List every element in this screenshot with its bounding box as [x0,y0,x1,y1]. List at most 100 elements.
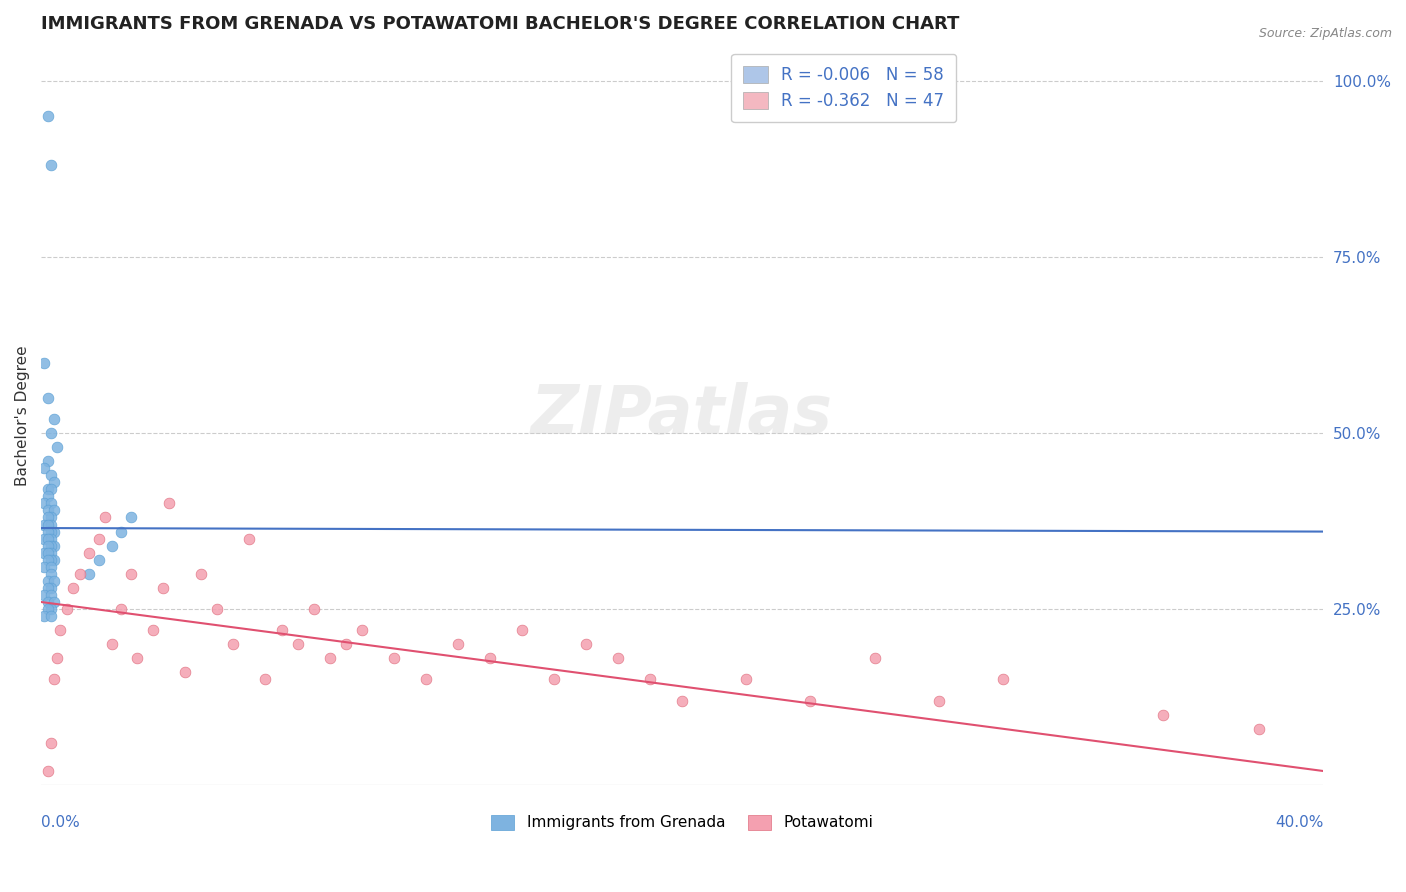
Point [34,517,56,532]
Point [39,609,62,624]
Point [42,673,65,687]
Point [87,532,110,546]
Point [39,496,62,510]
Point [543,673,565,687]
Point [34,546,56,560]
Point [37,532,59,546]
Point [87,553,110,567]
Point [39,566,62,581]
Legend: Immigrants from Grenada, Potawatomi: Immigrants from Grenada, Potawatomi [485,808,879,837]
Point [39,483,62,497]
Point [39,553,62,567]
Point [991,673,1014,687]
Point [69,566,91,581]
Text: Source: ZipAtlas.com: Source: ZipAtlas.com [1258,27,1392,40]
Point [100,539,122,553]
Point [42,412,65,426]
Point [34,532,56,546]
Point [37,553,59,567]
Point [1152,707,1174,722]
Point [37,483,59,497]
Point [37,524,59,539]
Point [37,489,59,503]
Point [735,673,758,687]
Y-axis label: Bachelor's Degree: Bachelor's Degree [15,345,30,485]
Point [152,581,174,595]
Point [37,546,59,560]
Point [37,764,59,778]
Point [575,637,598,651]
Point [37,539,59,553]
Point [42,475,65,490]
Point [335,637,357,651]
Point [222,637,245,651]
Point [37,503,59,517]
Point [37,109,59,123]
Point [39,425,62,440]
Point [110,602,132,616]
Point [37,510,59,524]
Point [39,539,62,553]
Point [46,440,69,454]
Point [39,559,62,574]
Point [37,574,59,588]
Point [110,524,132,539]
Point [350,623,373,637]
Point [447,637,470,651]
Point [46,651,69,665]
Point [478,651,501,665]
Point [39,736,62,750]
Point [37,581,59,595]
Point [39,546,62,560]
Point [34,609,56,624]
Point [39,158,62,172]
Point [39,602,62,616]
Point [863,651,886,665]
Point [77,546,100,560]
Point [510,623,533,637]
Point [607,651,630,665]
Point [928,693,950,707]
Point [42,595,65,609]
Point [254,673,277,687]
Point [39,581,62,595]
Point [42,553,65,567]
Point [77,566,100,581]
Point [42,503,65,517]
Point [94,510,117,524]
Point [127,651,149,665]
Point [270,623,292,637]
Point [318,651,340,665]
Point [34,588,56,602]
Point [799,693,821,707]
Point [638,673,661,687]
Point [34,559,56,574]
Point [34,461,56,475]
Point [37,391,59,405]
Point [302,602,325,616]
Point [671,693,693,707]
Point [34,355,56,369]
Point [100,637,122,651]
Point [39,510,62,524]
Point [207,602,229,616]
Point [1249,722,1271,736]
Point [39,517,62,532]
Text: ZIPatlas: ZIPatlas [531,383,834,449]
Point [39,532,62,546]
Text: IMMIGRANTS FROM GRENADA VS POTAWATOMI BACHELOR'S DEGREE CORRELATION CHART: IMMIGRANTS FROM GRENADA VS POTAWATOMI BA… [41,15,959,33]
Text: 40.0%: 40.0% [1275,814,1323,830]
Point [42,524,65,539]
Point [190,566,212,581]
Point [37,602,59,616]
Point [49,623,72,637]
Point [120,566,142,581]
Point [37,595,59,609]
Point [39,524,62,539]
Point [120,510,142,524]
Point [39,588,62,602]
Point [174,665,197,680]
Point [157,496,180,510]
Point [37,454,59,468]
Point [37,517,59,532]
